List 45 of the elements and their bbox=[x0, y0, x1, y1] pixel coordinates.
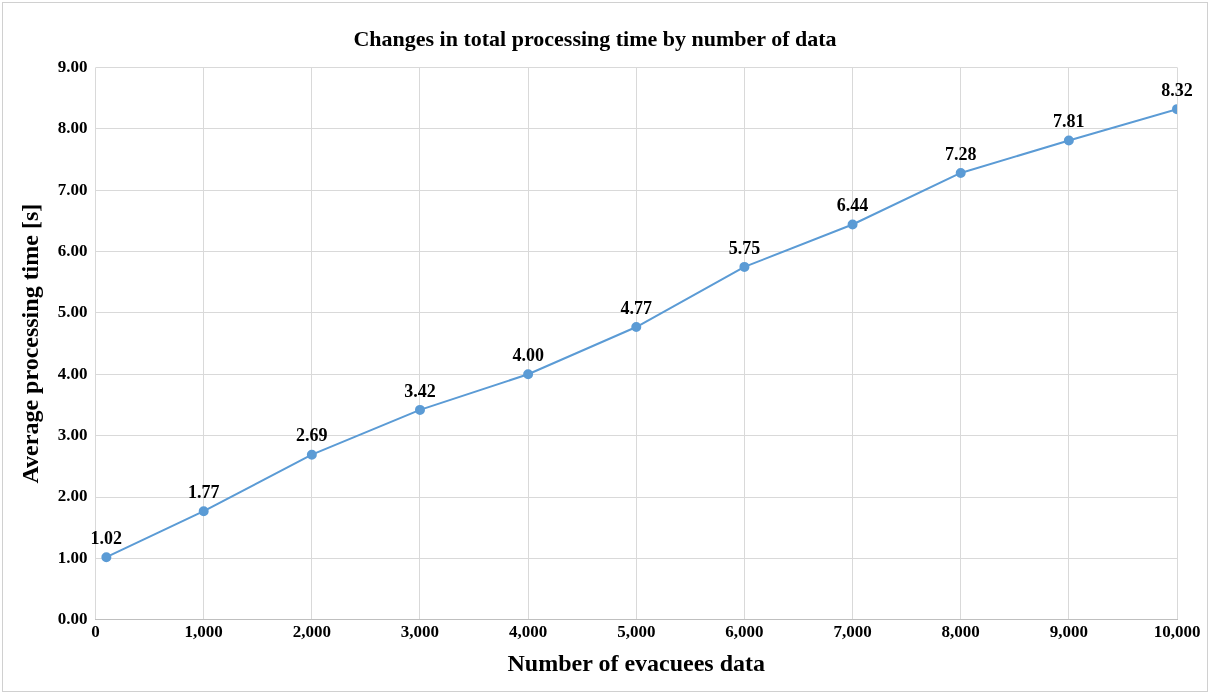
text: 1.02 bbox=[90, 527, 123, 548]
x-tick-label: 4,000 bbox=[509, 622, 548, 642]
point bbox=[523, 369, 534, 380]
x-tick-label: 3,000 bbox=[400, 622, 440, 642]
y-tick-label: 6.00 bbox=[57, 240, 88, 260]
point bbox=[198, 506, 209, 517]
text: 7.28 bbox=[944, 143, 977, 164]
text: 7.81 bbox=[1053, 111, 1085, 132]
x-tick-label: 8,000 bbox=[941, 622, 980, 642]
text: 8.32 bbox=[1161, 79, 1193, 100]
x-tick-label: 0 bbox=[91, 622, 100, 642]
text: 4.77 bbox=[620, 297, 653, 318]
point bbox=[101, 552, 112, 563]
x-axis-title: Number of evacuees data bbox=[507, 649, 766, 676]
chart-title: Changes in total processing time by number of data bbox=[353, 25, 837, 51]
text: 3.42 bbox=[404, 380, 436, 401]
x-tick-label: 10,000 bbox=[1153, 622, 1201, 642]
text: 4.00 bbox=[512, 344, 544, 365]
y-tick-label: 4.00 bbox=[57, 363, 88, 383]
point bbox=[847, 219, 858, 230]
y-tick-label: 3.00 bbox=[57, 425, 88, 445]
y-tick-label: 5.00 bbox=[57, 302, 88, 322]
y-tick-label: 9.00 bbox=[57, 56, 88, 76]
text: 5.75 bbox=[728, 237, 761, 258]
point bbox=[306, 449, 317, 460]
y-tick-label: 2.00 bbox=[57, 486, 88, 506]
y-tick-label: 8.00 bbox=[57, 118, 88, 138]
x-tick-label: 1,000 bbox=[184, 622, 223, 642]
x-tick-label: 7,000 bbox=[833, 622, 872, 642]
point bbox=[955, 167, 966, 178]
y-tick-label: 1.00 bbox=[57, 547, 88, 567]
point bbox=[414, 404, 425, 415]
x-tick-label: 9,000 bbox=[1049, 622, 1088, 642]
y-tick-label: 7.00 bbox=[57, 179, 88, 199]
text: 1.77 bbox=[187, 481, 220, 502]
y-axis-title: Average processing time [s] bbox=[16, 203, 43, 484]
text: 2.69 bbox=[296, 425, 328, 446]
point bbox=[631, 322, 642, 333]
x-tick-label: 2,000 bbox=[292, 622, 331, 642]
text: 6.44 bbox=[836, 195, 869, 216]
point bbox=[739, 261, 750, 272]
x-tick-label: 5,000 bbox=[617, 622, 656, 642]
x-tick-label: 6,000 bbox=[725, 622, 764, 642]
point bbox=[1063, 135, 1074, 146]
y-tick-label: 0.00 bbox=[57, 609, 88, 629]
